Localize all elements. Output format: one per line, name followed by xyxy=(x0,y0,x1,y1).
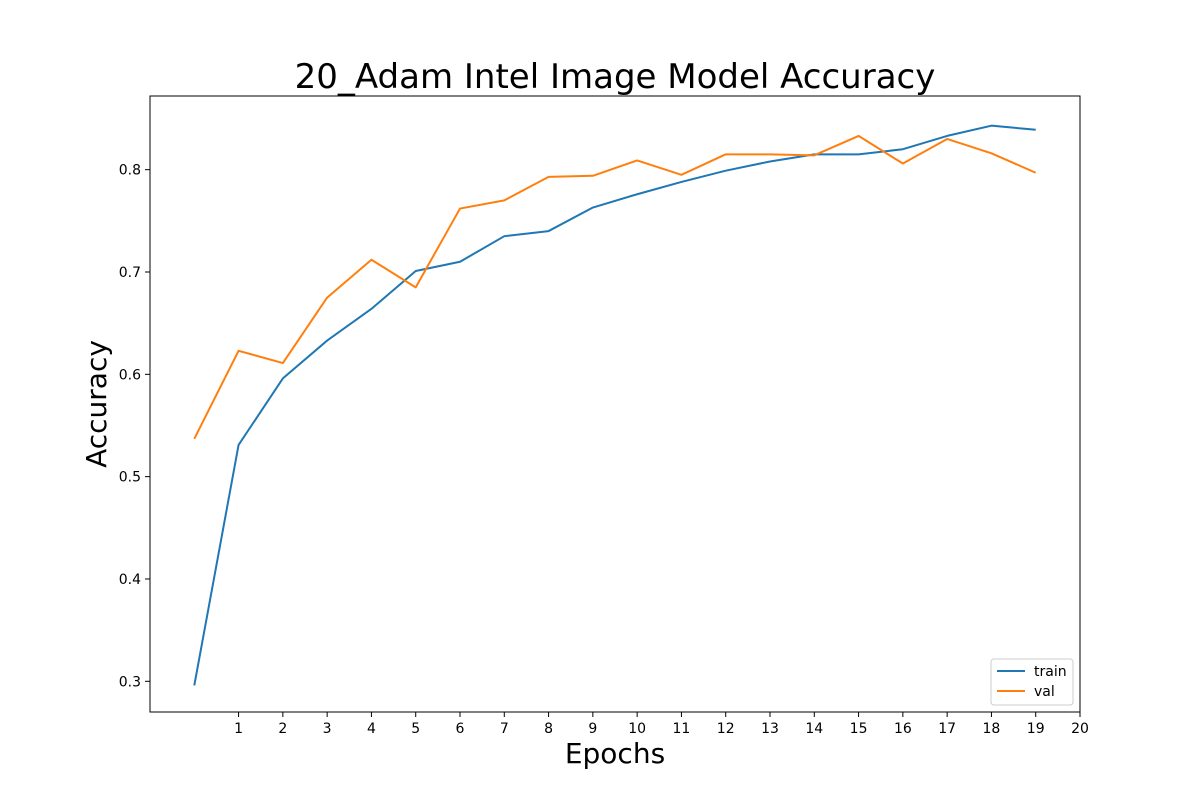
x-tick-label: 13 xyxy=(761,721,779,737)
x-tick-label: 9 xyxy=(588,721,597,737)
legend: train val xyxy=(990,658,1074,706)
y-axis-ticks: 0.3 0.4 0.5 0.6 0.7 0.8 xyxy=(119,163,150,690)
x-tick-label: 2 xyxy=(278,721,287,737)
plot-frame xyxy=(149,95,1081,713)
legend-label-train: train xyxy=(1034,664,1067,680)
x-tick-label: 17 xyxy=(938,721,956,737)
x-tick-label: 10 xyxy=(628,721,646,737)
x-axis-ticks: 1 2 3 4 5 6 7 8 9 10 11 12 13 14 15 16 17 18 19 20 xyxy=(234,712,1089,737)
x-tick-label: 19 xyxy=(1027,721,1045,737)
x-tick-label: 11 xyxy=(673,721,691,737)
x-tick-label: 20 xyxy=(1071,721,1089,737)
y-tick-label: 0.5 xyxy=(119,470,141,486)
x-tick-label: 18 xyxy=(983,721,1001,737)
x-tick-label: 5 xyxy=(411,721,420,737)
x-tick-label: 14 xyxy=(805,721,823,737)
series-line-train xyxy=(193,124,1036,686)
y-axis-label: Accuracy xyxy=(80,340,113,468)
x-axis-label: Epochs xyxy=(565,737,665,770)
x-tick-label: 4 xyxy=(367,721,376,737)
x-tick-label: 3 xyxy=(323,721,332,737)
series-line-val xyxy=(193,134,1037,440)
x-tick-label: 15 xyxy=(850,721,868,737)
series-group xyxy=(193,124,1037,686)
x-tick-label: 1 xyxy=(234,721,243,737)
x-tick-label: 7 xyxy=(500,721,509,737)
plot-area: 1 2 3 4 5 6 7 8 9 10 11 12 13 14 15 16 17 18 19 20 0.30.40.… xyxy=(119,95,1089,737)
y-tick-label: 0.4 xyxy=(119,572,141,588)
legend-label-val: val xyxy=(1034,684,1055,700)
y-tick-label: 0.3 xyxy=(119,674,141,690)
y-tick-label: 0.7 xyxy=(119,265,141,281)
x-tick-label: 12 xyxy=(717,721,735,737)
chart-title: 20_Adam Intel Image Model Accuracy xyxy=(295,57,936,97)
y-tick-label: 0.6 xyxy=(119,367,141,383)
x-tick-label: 6 xyxy=(456,721,465,737)
x-tick-label: 16 xyxy=(894,721,912,737)
x-tick-label: 8 xyxy=(544,721,553,737)
y-tick-label: 0.8 xyxy=(119,163,141,179)
